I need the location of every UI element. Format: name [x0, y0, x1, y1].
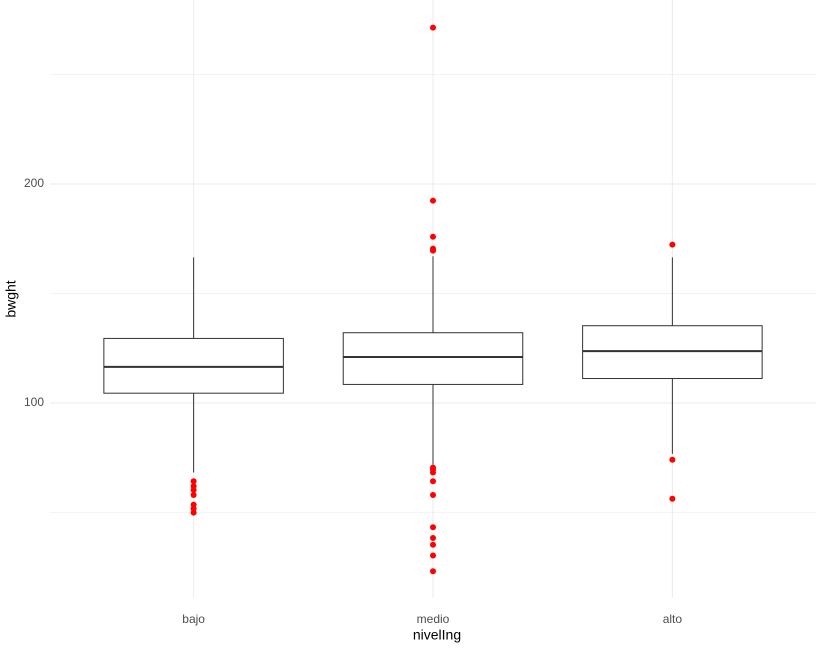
x-tick-label: medio: [417, 612, 450, 626]
outlier: [430, 469, 436, 476]
outlier: [669, 495, 676, 502]
box: [103, 337, 284, 394]
outlier: [430, 568, 436, 575]
outlier: [190, 492, 197, 499]
outlier: [430, 552, 436, 559]
outlier: [669, 241, 676, 248]
outlier: [430, 197, 436, 204]
x-axis-title: nivelIng: [413, 627, 461, 643]
y-axis-title: bwght: [3, 280, 19, 317]
x-tick-label: alto: [663, 612, 683, 626]
outlier: [430, 24, 436, 31]
outlier: [669, 456, 676, 463]
outlier: [430, 233, 436, 240]
outlier: [430, 478, 436, 485]
outlier: [190, 478, 197, 485]
outlier: [190, 509, 197, 516]
y-tick-label: 200: [24, 176, 44, 190]
outlier: [430, 524, 436, 531]
outlier: [190, 487, 197, 494]
outlier: [430, 534, 436, 541]
box: [342, 332, 524, 385]
outlier: [430, 492, 436, 499]
x-tick-label: bajo: [182, 612, 205, 626]
outlier: [430, 247, 436, 254]
y-tick-label: 100: [24, 395, 44, 409]
outlier: [430, 541, 436, 548]
